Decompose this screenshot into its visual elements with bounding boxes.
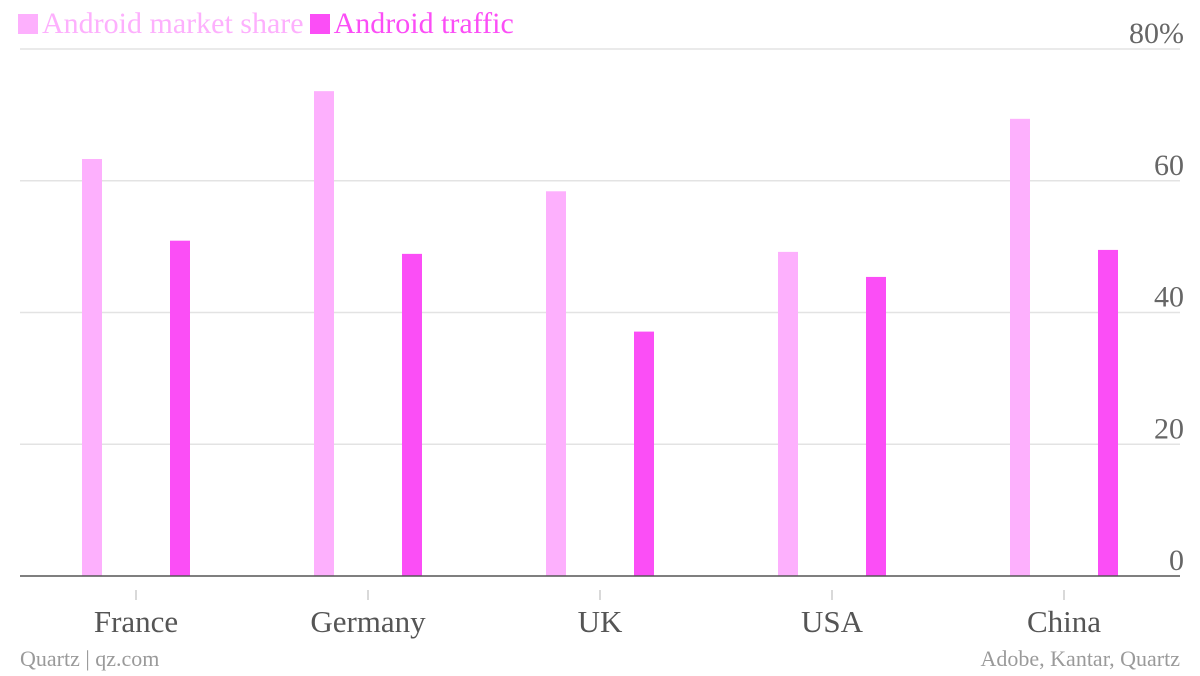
- x-tick-label: Germany: [310, 604, 426, 639]
- footer-source: Adobe, Kantar, Quartz: [980, 646, 1180, 671]
- footer-credit: Quartz | qz.com: [20, 646, 160, 671]
- bar-market-share-germany: [314, 91, 334, 576]
- x-tick-label: France: [94, 604, 178, 639]
- x-tick-label: UK: [578, 604, 623, 639]
- y-tick-label: 60: [1154, 149, 1184, 182]
- x-axis: France Germany UK USA China: [20, 575, 1180, 639]
- legend-swatch-market-share: [18, 14, 38, 34]
- x-tick-label: USA: [801, 604, 864, 639]
- gridlines: [20, 48, 1180, 445]
- bar-traffic-france: [170, 240, 190, 577]
- bar-market-share-uk: [546, 191, 566, 577]
- legend-label-traffic: Android traffic: [333, 7, 514, 40]
- y-tick-label: 80%: [1129, 17, 1184, 50]
- bar-market-share-china: [1010, 118, 1030, 576]
- x-tick-label: China: [1027, 604, 1101, 639]
- legend-label-market-share: Android market share: [42, 7, 304, 40]
- bar-market-share-france: [82, 159, 102, 577]
- legend: Android market share Android traffic: [18, 4, 514, 44]
- y-tick-label: 40: [1154, 281, 1184, 314]
- y-tick-label: 0: [1169, 544, 1184, 577]
- bar-market-share-usa: [778, 251, 798, 576]
- legend-item-market-share: Android market share: [18, 7, 304, 41]
- bar-traffic-uk: [634, 331, 654, 576]
- legend-swatch-traffic: [309, 14, 330, 34]
- y-axis-labels: 0 20 40 60 80%: [1129, 17, 1184, 577]
- bars: [82, 91, 1118, 577]
- bar-traffic-china: [1098, 249, 1118, 576]
- bar-traffic-usa: [866, 276, 886, 576]
- y-tick-label: 20: [1154, 412, 1184, 445]
- bar-traffic-germany: [402, 253, 422, 576]
- legend-item-traffic: Android traffic: [309, 7, 514, 41]
